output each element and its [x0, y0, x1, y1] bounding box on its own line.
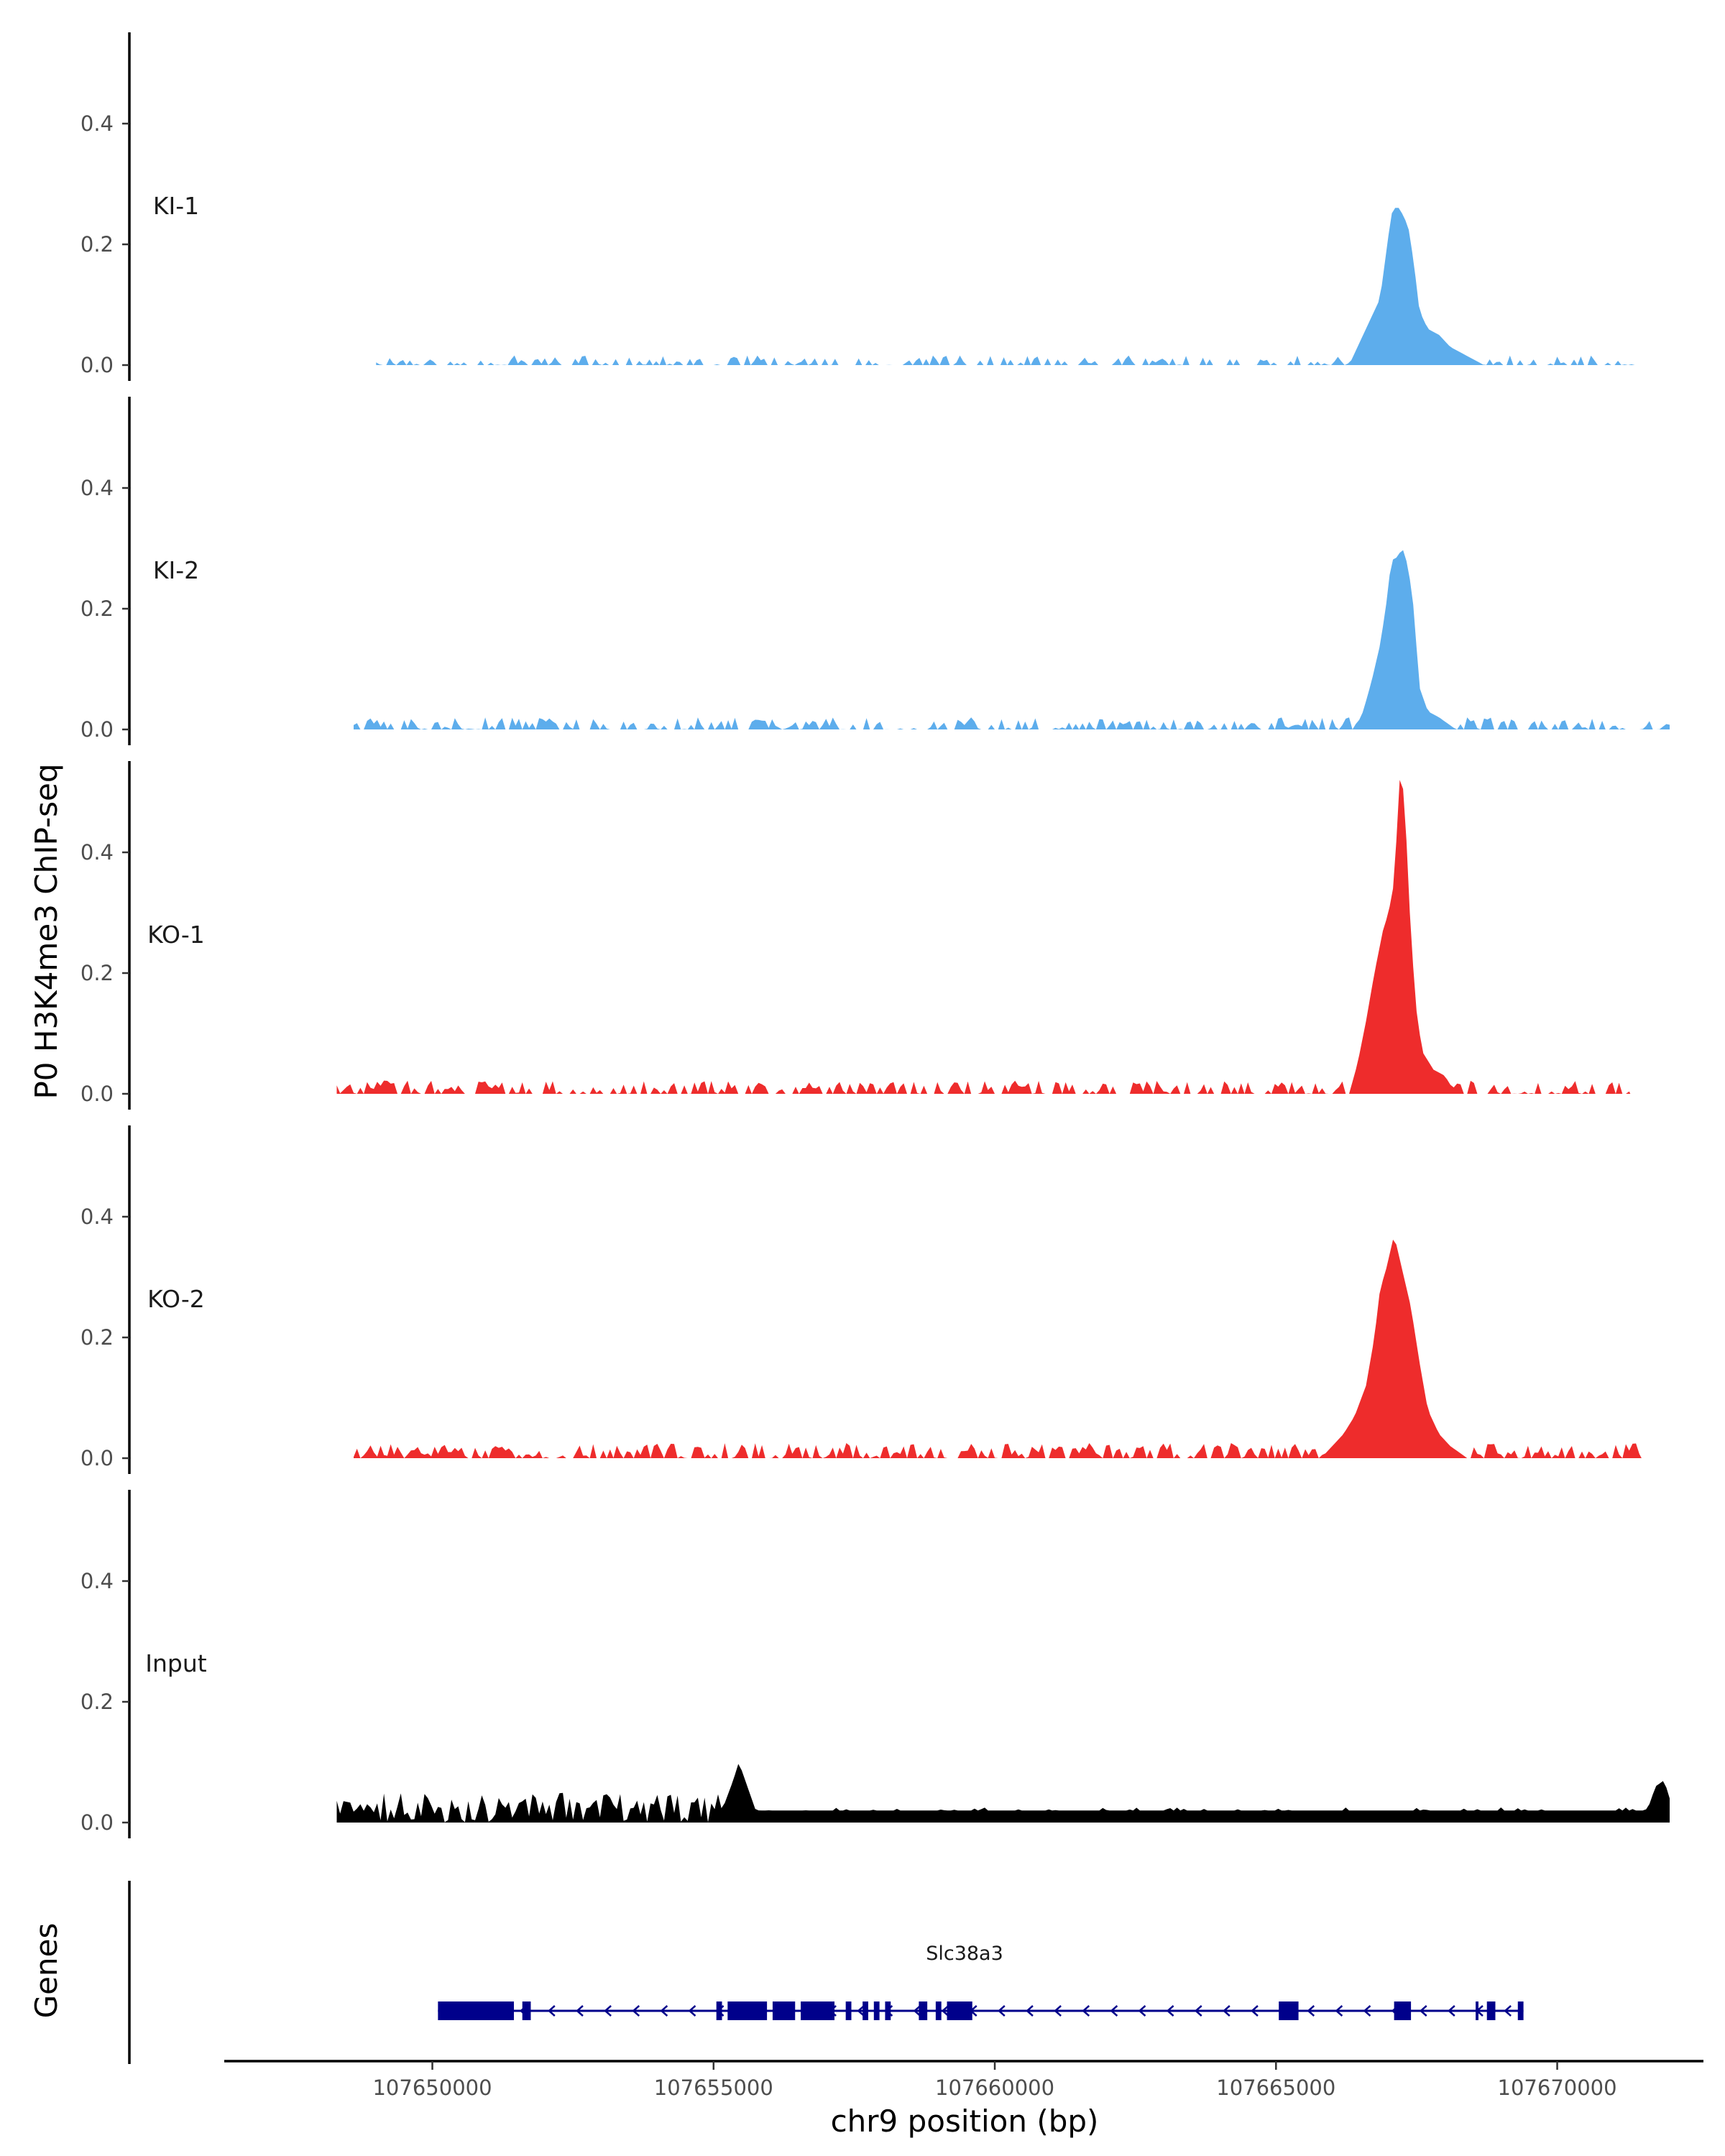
track-label: KI-1	[153, 192, 199, 220]
strand-arrow	[997, 2005, 1006, 2017]
track-ki-1: 0.0 0.2 0.4 KI-1	[80, 32, 1642, 381]
strand-arrow	[857, 2005, 865, 2017]
strand-arrow	[1251, 2005, 1259, 2017]
tracks-layer: 0.00.20.4KI-10.00.20.4KI-20.00.20.4KO-10…	[80, 32, 1670, 1838]
gene-exon	[438, 2001, 514, 2020]
strand-arrow	[576, 2005, 584, 2017]
gene-exon	[1279, 2001, 1299, 2020]
x-ticks: 107650000 107655000 107660000 107665000 1076…	[372, 2061, 1617, 2100]
gene-exon	[772, 2001, 796, 2020]
gene-exon	[885, 2001, 891, 2020]
strand-arrow	[1335, 2005, 1343, 2017]
gene-exon	[727, 2001, 768, 2020]
y-tick-label: 0.0	[80, 1446, 114, 1470]
x-axis-title: chr9 position (bp)	[831, 2104, 1099, 2139]
strand-arrow	[1054, 2005, 1062, 2017]
strand-arrow	[1166, 2005, 1174, 2017]
strand-arrow	[1504, 2005, 1512, 2017]
y-tick-label: 0.4	[80, 1204, 114, 1229]
gene-exon	[522, 2001, 531, 2020]
y-tick-label: 0.2	[80, 232, 114, 257]
x-tick-label: 107660000	[935, 2076, 1054, 2100]
gene-exon	[1486, 2001, 1496, 2020]
strand-arrow	[1194, 2005, 1202, 2017]
gene-model	[438, 2001, 1524, 2020]
y-tick-label: 0.0	[80, 717, 114, 742]
x-tick-label: 107655000	[654, 2076, 773, 2100]
y-tick-label: 0.0	[80, 1810, 114, 1835]
track-label: KO-2	[147, 1285, 205, 1313]
strand-arrow	[1447, 2005, 1455, 2017]
gene-track: Slc38a3	[128, 1881, 1524, 2064]
gene-exon	[845, 2001, 852, 2020]
y-tick-label: 0.2	[80, 961, 114, 985]
strand-arrow	[547, 2005, 556, 2017]
gene-exon	[862, 2001, 868, 2020]
y-tick-label: 0.4	[80, 840, 114, 865]
strand-arrow	[913, 2005, 921, 2017]
strand-arrow	[1026, 2005, 1034, 2017]
gene-exon	[935, 2001, 942, 2020]
strand-arrow	[604, 2005, 612, 2017]
track-label: Input	[145, 1649, 207, 1677]
strand-arrow	[1307, 2005, 1315, 2017]
strand-arrow	[1363, 2005, 1371, 2017]
gene-exon	[801, 2001, 835, 2020]
strand-arrow	[1110, 2005, 1118, 2017]
signal-area-ki-2	[354, 550, 1670, 729]
strand-arrow	[632, 2005, 640, 2017]
y-tick-label: 0.2	[80, 1690, 114, 1714]
genes-axis-title: Genes	[29, 1923, 64, 2019]
strand-arrow	[688, 2005, 696, 2017]
y-tick-label: 0.2	[80, 596, 114, 621]
x-tick-label: 107665000	[1216, 2076, 1335, 2100]
x-axis: 107650000 107655000 107660000 107665000 1076…	[224, 2060, 1703, 2100]
signal-area-input	[336, 1764, 1670, 1823]
strand-arrow	[1222, 2005, 1230, 2017]
gene-exon	[1476, 2001, 1478, 2020]
gene-exon	[716, 2001, 722, 2020]
gene-exon	[947, 2001, 972, 2020]
track-input: 0.0 0.2 0.4 Input	[80, 1490, 1670, 1838]
y-axis-title: P0 H3K4me3 ChIP-seq	[29, 763, 64, 1099]
track-label: KI-2	[153, 556, 199, 584]
signal-area-ki-1	[376, 208, 1642, 365]
signal-area-ko-2	[354, 1239, 1642, 1458]
y-tick-label: 0.4	[80, 1569, 114, 1593]
y-tick-label: 0.2	[80, 1325, 114, 1350]
strand-arrow	[1082, 2005, 1090, 2017]
gene-exon	[873, 2001, 880, 2020]
y-tick-label: 0.0	[80, 1082, 114, 1106]
x-tick-label: 107670000	[1498, 2076, 1617, 2100]
y-tick-label: 0.0	[80, 353, 114, 377]
x-tick-label: 107650000	[372, 2076, 492, 2100]
gene-exon	[1394, 2001, 1412, 2020]
track-ko-1: 0.0 0.2 0.4 KO-1	[80, 761, 1631, 1110]
track-label: KO-1	[147, 921, 205, 949]
strand-arrow	[941, 2005, 949, 2017]
gene-exon	[919, 2001, 928, 2020]
y-tick-label: 0.4	[80, 476, 114, 500]
y-tick-label: 0.4	[80, 111, 114, 136]
gene-label: Slc38a3	[926, 1943, 1003, 1965]
track-ko-2: 0.0 0.2 0.4 KO-2	[80, 1125, 1642, 1474]
signal-area-ko-1	[336, 780, 1631, 1094]
strand-arrow	[1138, 2005, 1146, 2017]
track-ki-2: 0.0 0.2 0.4 KI-2	[80, 397, 1670, 745]
gene-exon	[1517, 2001, 1524, 2020]
strand-arrow	[660, 2005, 668, 2017]
strand-arrow	[1419, 2005, 1427, 2017]
